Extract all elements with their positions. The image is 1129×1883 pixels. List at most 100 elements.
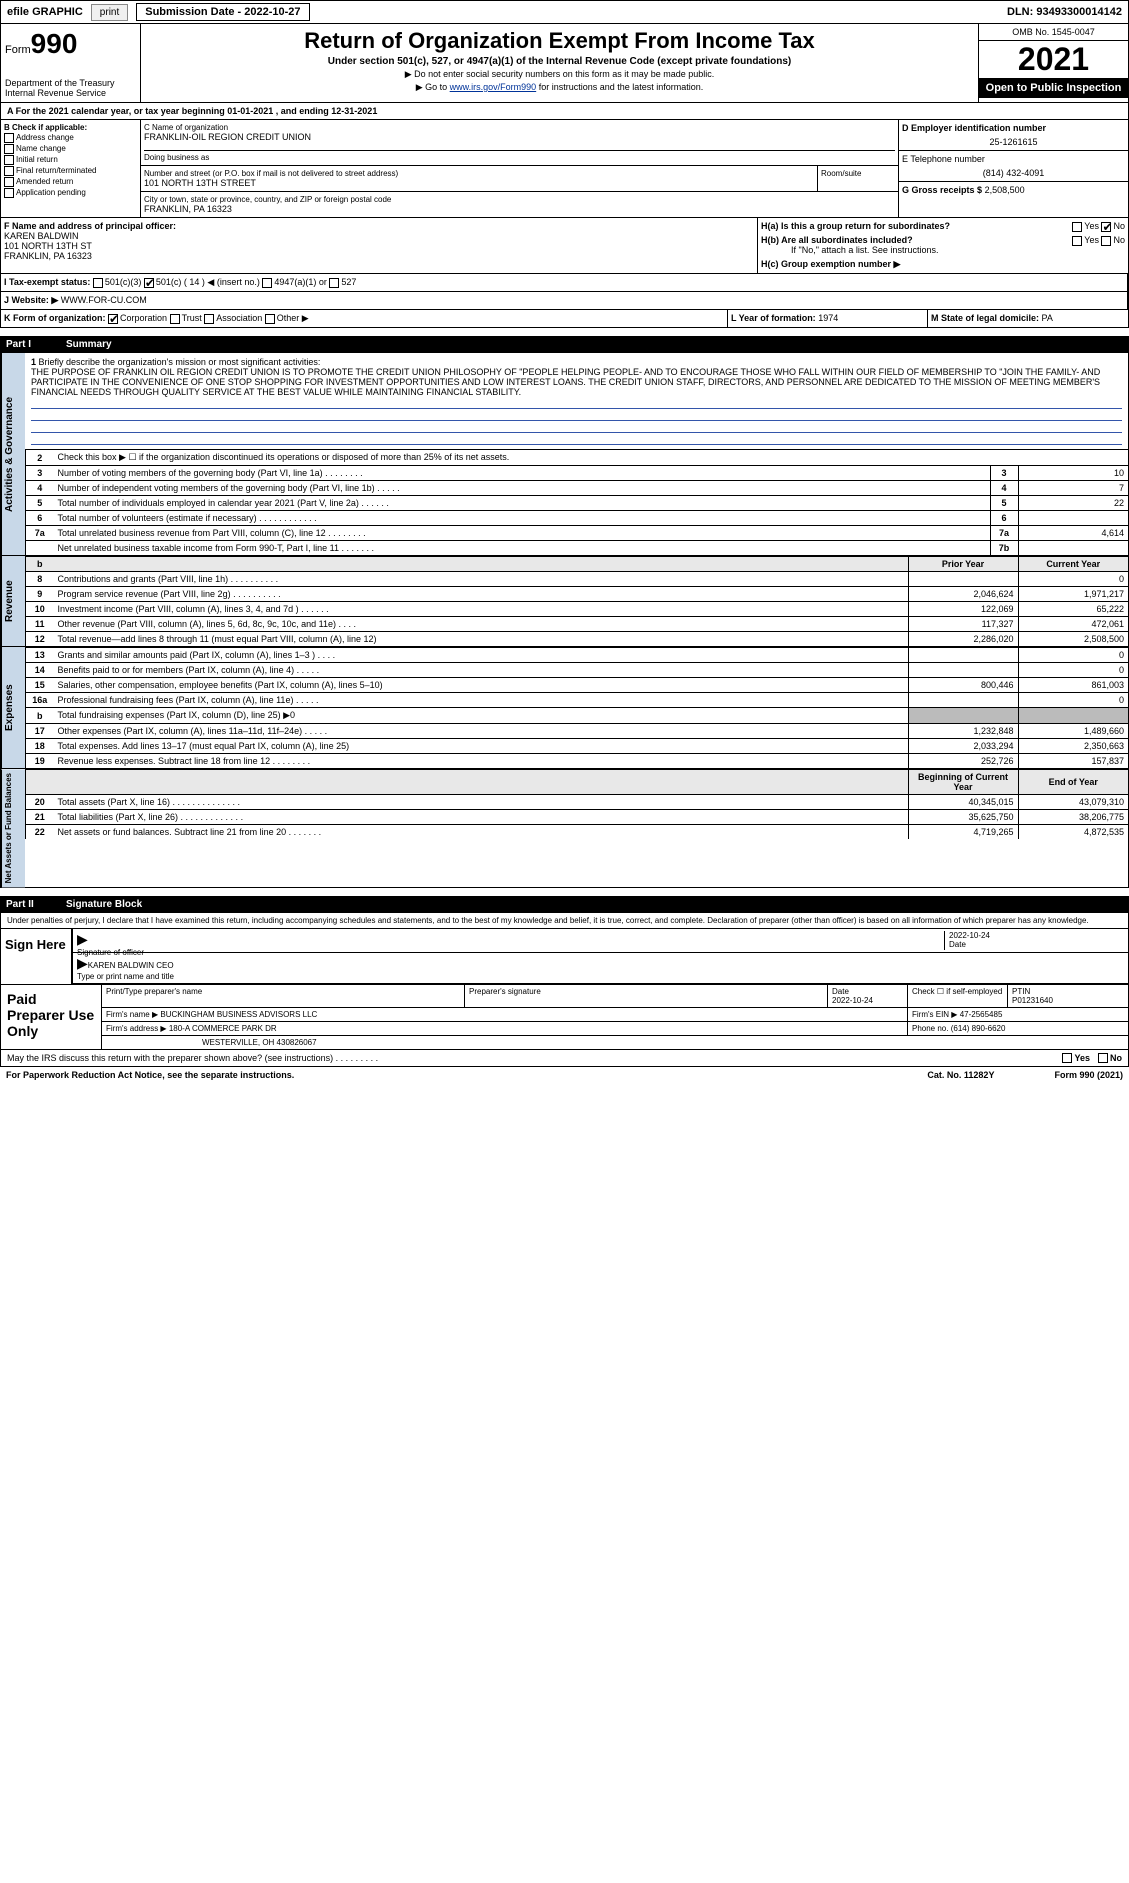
chk-address[interactable]: [4, 133, 14, 143]
firm-name-label: Firm's name ▶: [106, 1010, 158, 1019]
prep-date-label: Date: [832, 987, 849, 996]
firm-phone-label: Phone no.: [912, 1024, 948, 1033]
officer-addr2: FRANKLIN, PA 16323: [4, 251, 92, 261]
open-public: Open to Public Inspection: [979, 78, 1128, 98]
cat-no: Cat. No. 11282Y: [927, 1070, 994, 1080]
hb-yes-chk[interactable]: [1072, 236, 1082, 246]
hdr-b: b: [26, 557, 54, 572]
form-subtitle: Under section 501(c), 527, or 4947(a)(1)…: [145, 56, 974, 67]
net-section: Net Assets or Fund Balances Beginning of…: [0, 769, 1129, 888]
part1-header: Part I Summary: [0, 336, 1129, 353]
col-c-org: C Name of organization FRANKLIN-OIL REGI…: [141, 120, 898, 217]
ptin-value: P01231640: [1012, 996, 1053, 1005]
opt-501c3: 501(c)(3): [105, 277, 142, 287]
penalties-text: Under penalties of perjury, I declare th…: [0, 913, 1129, 929]
ha-yes-chk[interactable]: [1072, 222, 1082, 232]
sign-block: Sign Here ▶Signature of officer 2022-10-…: [0, 929, 1129, 985]
org-name: FRANKLIN-OIL REGION CREDIT UNION: [144, 132, 895, 142]
governance-section: Activities & Governance 1 Briefly descri…: [0, 353, 1129, 556]
row-i: I Tax-exempt status: 501(c)(3) 501(c) ( …: [0, 274, 1129, 292]
chk-pending[interactable]: [4, 188, 14, 198]
efile-label: efile GRAPHIC: [7, 6, 83, 18]
chk-trust[interactable]: [170, 314, 180, 324]
hdr-begin: Beginning of Current Year: [908, 770, 1018, 795]
vtab-revenue: Revenue: [1, 556, 25, 646]
sig-name: KAREN BALDWIN CEO: [88, 961, 174, 970]
chk-501c[interactable]: [144, 278, 154, 288]
ha-no: No: [1113, 221, 1125, 231]
part1-title: Summary: [66, 339, 112, 350]
officer-label: F Name and address of principal officer:: [4, 221, 176, 231]
form-title: Return of Organization Exempt From Incom…: [145, 28, 974, 54]
opt-corp: Corporation: [120, 313, 167, 323]
chk-final[interactable]: [4, 166, 14, 176]
phone-value: (814) 432-4091: [902, 168, 1125, 178]
form-label: Form: [5, 44, 31, 56]
ha-no-chk[interactable]: [1101, 222, 1111, 232]
firm-phone: (614) 890-6620: [951, 1024, 1006, 1033]
sig-name-label: Type or print name and title: [77, 972, 174, 981]
paperwork-notice: For Paperwork Reduction Act Notice, see …: [6, 1070, 927, 1080]
row-j: J Website: ▶ WWW.FOR-CU.COM: [0, 292, 1129, 310]
hb-no-chk[interactable]: [1101, 236, 1111, 246]
phone-label: E Telephone number: [902, 154, 1125, 164]
part2-header: Part II Signature Block: [0, 896, 1129, 913]
submission-date: Submission Date - 2022-10-27: [136, 3, 309, 21]
q1-text: Briefly describe the organization's miss…: [39, 357, 321, 367]
discuss-yes-chk[interactable]: [1062, 1053, 1072, 1063]
ptin-label: PTIN: [1012, 987, 1030, 996]
governance-table: 2Check this box ▶ ☐ if the organization …: [25, 449, 1128, 465]
col-b-checkboxes: B Check if applicable: Address change Na…: [1, 120, 141, 217]
self-emp-label: Check ☐ if self-employed: [908, 985, 1008, 1007]
chk-527[interactable]: [329, 278, 339, 288]
chk-initial-label: Initial return: [16, 155, 58, 164]
org-name-label: C Name of organization: [144, 123, 895, 132]
q1-num: 1: [31, 357, 36, 367]
col-d-info: D Employer identification number 25-1261…: [898, 120, 1128, 217]
hdr-current: Current Year: [1018, 557, 1128, 572]
expense-section: Expenses 13Grants and similar amounts pa…: [0, 647, 1129, 769]
opt-trust: Trust: [182, 313, 202, 323]
firm-addr: 180-A COMMERCE PARK DR: [169, 1024, 277, 1033]
street-label: Number and street (or P.O. box if mail i…: [144, 169, 814, 178]
opt-other: Other ▶: [277, 313, 309, 323]
chk-corp[interactable]: [108, 314, 118, 324]
paid-preparer-block: Paid Preparer Use Only Print/Type prepar…: [0, 985, 1129, 1050]
chk-501c3[interactable]: [93, 278, 103, 288]
form-ref: Form 990 (2021): [1054, 1070, 1123, 1080]
gross-value: 2,508,500: [985, 185, 1025, 195]
dln: DLN: 93493300014142: [1007, 6, 1122, 18]
discuss-no-chk[interactable]: [1098, 1053, 1108, 1063]
chk-name[interactable]: [4, 144, 14, 154]
website-label: J Website: ▶: [4, 295, 58, 305]
chk-4947[interactable]: [262, 278, 272, 288]
dba-label: Doing business as: [144, 153, 895, 162]
row-f-h: F Name and address of principal officer:…: [0, 218, 1129, 274]
chk-other[interactable]: [265, 314, 275, 324]
chk-name-label: Name change: [16, 144, 66, 153]
chk-final-label: Final return/terminated: [16, 166, 96, 175]
chk-address-label: Address change: [16, 133, 74, 142]
street-value: 101 NORTH 13TH STREET: [144, 178, 814, 188]
chk-amended[interactable]: [4, 177, 14, 187]
info-grid: B Check if applicable: Address change Na…: [0, 120, 1129, 218]
hdr-prior: Prior Year: [908, 557, 1018, 572]
part1-label: Part I: [6, 339, 66, 350]
irs-link[interactable]: www.irs.gov/Form990: [450, 82, 537, 92]
dept-label: Department of the Treasury Internal Reve…: [5, 78, 136, 98]
chk-assoc[interactable]: [204, 314, 214, 324]
chk-initial[interactable]: [4, 155, 14, 165]
instruct-1: ▶ Do not enter social security numbers o…: [145, 69, 974, 80]
tax-status-label: I Tax-exempt status:: [4, 277, 90, 287]
discuss-row: May the IRS discuss this return with the…: [0, 1050, 1129, 1067]
discuss-text: May the IRS discuss this return with the…: [7, 1053, 1062, 1063]
instruct-2: ▶ Go to www.irs.gov/Form990 for instruct…: [145, 82, 974, 93]
year-formed: 1974: [818, 313, 838, 323]
form-header: Form990 Department of the Treasury Inter…: [0, 24, 1129, 103]
part2-title: Signature Block: [66, 899, 142, 910]
print-button[interactable]: print: [91, 4, 128, 21]
website-value: WWW.FOR-CU.COM: [61, 295, 147, 305]
hc-label: H(c) Group exemption number ▶: [761, 259, 900, 269]
net-table: Beginning of Current YearEnd of Year 20T…: [25, 769, 1128, 839]
col-b-title: B Check if applicable:: [4, 123, 87, 132]
